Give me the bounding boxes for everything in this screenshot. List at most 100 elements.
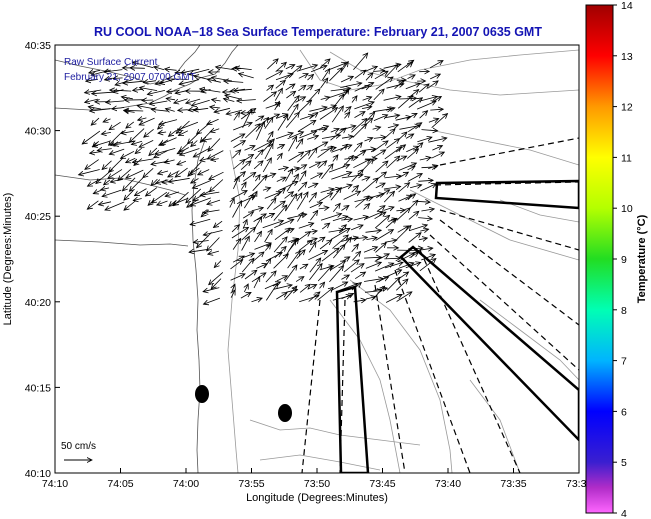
current-vector [178,121,199,130]
current-vector [210,129,220,132]
current-vector [254,150,263,160]
x-tick-label: 74:05 [107,478,133,490]
current-vector [266,85,274,91]
current-vector [340,76,353,83]
current-vector [343,260,359,273]
current-vector [341,275,349,279]
y-tick-label: 40:10 [25,468,51,480]
current-vector [190,218,211,224]
current-vector [274,189,285,199]
current-vector [417,137,432,143]
current-vector [284,286,297,301]
current-vector [287,251,301,269]
current-vector [353,53,367,70]
current-vector [362,178,379,192]
current-vector [186,98,201,103]
colorbar-tick: 6 [621,406,627,418]
current-vector [309,264,322,281]
current-vector [133,62,154,69]
current-vector [420,184,436,192]
current-vector [284,66,302,80]
current-vector [276,177,286,181]
current-vector [212,100,221,102]
current-vector [148,199,155,205]
current-vector [90,109,111,111]
current-vector [428,165,438,168]
current-vector [209,179,224,192]
current-vector [352,124,367,138]
current-vector [375,161,388,173]
current-vector [118,168,132,180]
current-vector [155,148,176,154]
current-vector [241,227,256,241]
current-vector [241,258,254,273]
current-vector [406,113,417,120]
current-vector [353,143,362,152]
current-vector [385,108,395,110]
current-vector [242,172,256,182]
current-vector [383,191,394,203]
current-vector [229,198,234,208]
current-vector [105,78,113,80]
current-vector [373,115,388,121]
current-vector [244,146,256,151]
current-vector [399,132,407,140]
current-vector [419,259,436,272]
current-vector [329,68,342,82]
current-vector [88,178,101,186]
current-vector [179,79,200,85]
current-vector [274,247,286,259]
current-vector [299,264,308,270]
current-vector [129,177,144,191]
current-vector [233,112,240,121]
x-tick-label: 73:40 [435,478,461,490]
current-vector [87,200,99,209]
current-vector [397,253,415,263]
current-vector [286,91,295,99]
current-vector [273,205,287,221]
current-vector [384,262,403,269]
current-vector [361,86,370,89]
current-vector [150,101,168,104]
current-vector [383,96,401,101]
current-vector [353,217,369,221]
current-vector [295,277,304,282]
current-vector [210,107,221,108]
current-vector [395,226,411,241]
current-vector [255,175,260,182]
current-vector [421,130,438,131]
y-axis-label: Latitude (Degrees:Minutes) [2,193,14,326]
current-vector [143,81,157,83]
current-vector [321,135,340,139]
current-vector [339,284,358,291]
y-tick-label: 40:15 [25,382,51,394]
current-vector [230,260,243,270]
current-vector [231,290,235,298]
current-vector [343,191,361,200]
current-vector [211,278,222,289]
current-vector [298,100,312,113]
current-vector [416,101,436,110]
map-plot-area [55,45,579,473]
current-vector [158,171,169,174]
current-vector [372,127,381,129]
current-vector [333,94,343,108]
current-vector [375,77,393,90]
current-vector [110,179,123,182]
current-vector [418,84,429,93]
current-vector [264,192,282,199]
current-vector [341,206,349,211]
current-vector [242,212,253,219]
current-vector [297,120,316,132]
current-vector [416,201,431,202]
current-vector [275,62,287,73]
bathymetry-contours [227,49,579,473]
current-vector [149,147,158,155]
current-vector [364,257,381,258]
current-vector [133,199,142,201]
current-vector [419,248,433,250]
current-vector [203,230,223,235]
current-vector [209,171,224,179]
current-vector [430,74,440,80]
current-vector [409,252,419,259]
